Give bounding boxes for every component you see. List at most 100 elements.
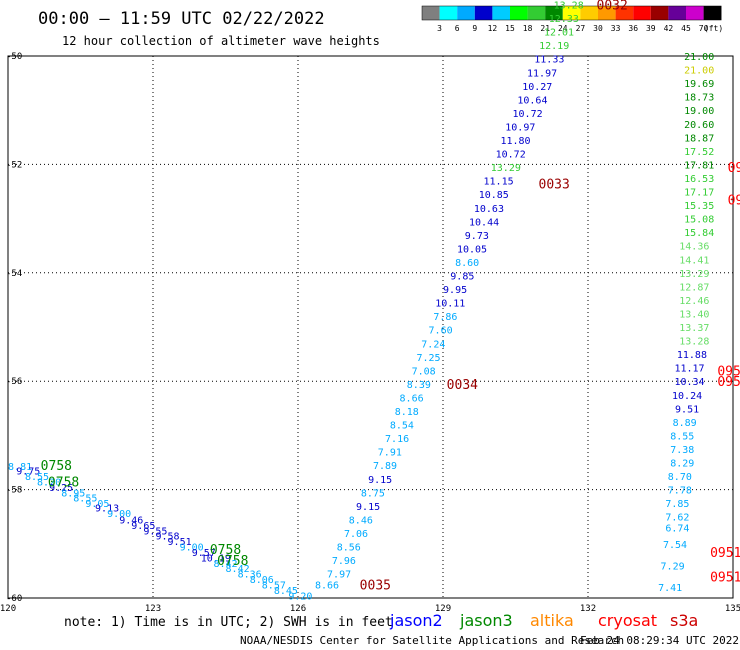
- time-label: 0758: [210, 543, 241, 558]
- colorbar-unit: (ft): [704, 24, 723, 33]
- y-tick-label: -52: [6, 160, 22, 170]
- colorbar-label: 12: [488, 24, 498, 33]
- wave-height-point: 10.11: [435, 299, 465, 310]
- wave-height-point: 9.58: [155, 532, 179, 543]
- time-label: 0035: [360, 578, 391, 593]
- wave-height-point: 8.89: [673, 418, 697, 429]
- time-label: 0951: [710, 570, 740, 585]
- wave-height-point: 19.69: [684, 79, 714, 90]
- wave-height-point: 15.08: [684, 215, 714, 226]
- wave-height-point: 8.66: [400, 393, 424, 404]
- colorbar-swatch: [650, 6, 669, 20]
- wave-height-point: 10.72: [513, 109, 543, 120]
- wave-height-point: 8.39: [407, 380, 431, 391]
- legend-jason2: jason2: [389, 611, 443, 630]
- colorbar-label: 3: [437, 24, 442, 33]
- wave-height-point: 9.25: [49, 483, 73, 494]
- wave-height-point: 9.15: [356, 502, 380, 513]
- wave-height-point: 7.62: [665, 513, 689, 524]
- wave-height-point: 10.44: [469, 217, 499, 228]
- wave-height-point: 8.66: [315, 580, 339, 591]
- wave-height-point: 11.15: [484, 177, 514, 188]
- wave-height-point: 17.52: [684, 147, 714, 158]
- wave-height-point: 8.55: [25, 472, 49, 483]
- wave-height-point: 7.91: [378, 448, 402, 459]
- wave-height-point: 7.96: [332, 556, 356, 567]
- colorbar-label: 6: [455, 24, 460, 33]
- colorbar-swatch: [580, 6, 598, 20]
- wave-height-point: 12.33: [549, 14, 579, 25]
- colorbar-label: 45: [681, 24, 691, 33]
- colorbar-label: 27: [576, 24, 586, 33]
- wave-height-point: 8.57: [262, 580, 286, 591]
- wave-height-point: 9.00: [180, 543, 204, 554]
- colorbar-swatch: [492, 6, 510, 20]
- colorbar-label: 18: [523, 24, 533, 33]
- wave-height-point: 7.29: [661, 561, 685, 572]
- wave-height-point: 11.80: [500, 136, 530, 147]
- wave-height-point: 8.56: [337, 543, 361, 554]
- wave-height-point: 13.28: [554, 1, 584, 12]
- wave-height-point: 9.73: [465, 231, 489, 242]
- wave-height-point: 10.27: [522, 82, 552, 93]
- colorbar: 3 6 9 12 15 18 21 24 27 30 33 36 39 42 45 70(ft): [421, 5, 723, 33]
- wave-height-point: 7.89: [373, 461, 397, 472]
- chart-subtitle: 12 hour collection of altimeter wave hei…: [62, 34, 380, 48]
- wave-height-point: 9.46: [119, 515, 143, 526]
- wave-height-point: 8.36: [238, 570, 262, 581]
- legend-cryosat: cryosat: [598, 611, 657, 630]
- wave-height-point: 9.55: [143, 526, 167, 537]
- x-tick-label: 129: [435, 604, 451, 614]
- wave-height-point: 9.00: [107, 509, 131, 520]
- wave-height-point: 14.41: [679, 255, 709, 266]
- wave-height-point: 18.73: [684, 93, 714, 104]
- colorbar-label: 15: [505, 24, 515, 33]
- wave-height-point: 20.60: [684, 120, 714, 131]
- y-tick-label: -60: [6, 594, 22, 604]
- wave-height-point: 11.97: [527, 68, 557, 79]
- wave-height-point: 11.33: [534, 55, 564, 66]
- wave-height-point: 8.42: [213, 559, 237, 570]
- wave-height-point: 21.00: [684, 66, 714, 77]
- wave-height-point: 10.34: [674, 377, 704, 388]
- y-tick-label: -56: [6, 377, 22, 387]
- wave-height-point: 10.19: [201, 553, 231, 564]
- colorbar-label: 30: [593, 24, 603, 33]
- wave-height-point: 21.00: [684, 52, 714, 63]
- colorbar-swatch: [545, 6, 563, 20]
- wave-height-point: 8.70: [668, 472, 692, 483]
- wave-height-point: 10.24: [672, 391, 702, 402]
- legend-altika: altika: [530, 611, 574, 630]
- colorbar-swatch: [422, 6, 440, 20]
- time-label: 0951: [710, 546, 740, 561]
- x-tick-label: 120: [0, 604, 16, 614]
- wave-height-point: 7.97: [327, 570, 351, 581]
- footer-credit: NOAA/NESDIS Center for Satellite Applica…: [240, 634, 624, 647]
- wave-height-point: 12.46: [679, 296, 709, 307]
- plot-area: 120 123 126 129 132 135-50-52-54-56-58-608.81…: [0, 0, 740, 614]
- wave-height-point: 9.57: [192, 548, 216, 559]
- x-tick-label: 123: [145, 604, 161, 614]
- wave-height-point: 6.74: [665, 524, 689, 535]
- colorbar-swatch: [703, 6, 722, 20]
- colorbar-swatch: [562, 6, 581, 20]
- colorbar-swatch: [686, 6, 704, 20]
- wave-height-point: 11.88: [677, 350, 707, 361]
- wave-height-point: 14.36: [679, 242, 709, 253]
- plot-frame: [7, 55, 734, 599]
- time-label: 0034: [447, 378, 478, 393]
- time-label: 09: [728, 161, 740, 176]
- wave-height-point: 8.75: [361, 488, 385, 499]
- colorbar-swatch: [615, 6, 634, 20]
- wave-height-point: 7.25: [416, 353, 440, 364]
- footer-note: note: 1) Time is in UTC; 2) SWH is in fe…: [64, 615, 393, 630]
- y-tick-label: -50: [6, 52, 22, 62]
- colorbar-label: 21: [540, 24, 550, 33]
- wave-height-point: 15.35: [684, 201, 714, 212]
- time-label: 09: [728, 194, 740, 209]
- wave-height-point: 12.87: [679, 282, 709, 293]
- wave-height-point: 8.18: [395, 407, 419, 418]
- colorbar-swatch: [598, 6, 616, 20]
- wave-height-point: 19.00: [684, 106, 714, 117]
